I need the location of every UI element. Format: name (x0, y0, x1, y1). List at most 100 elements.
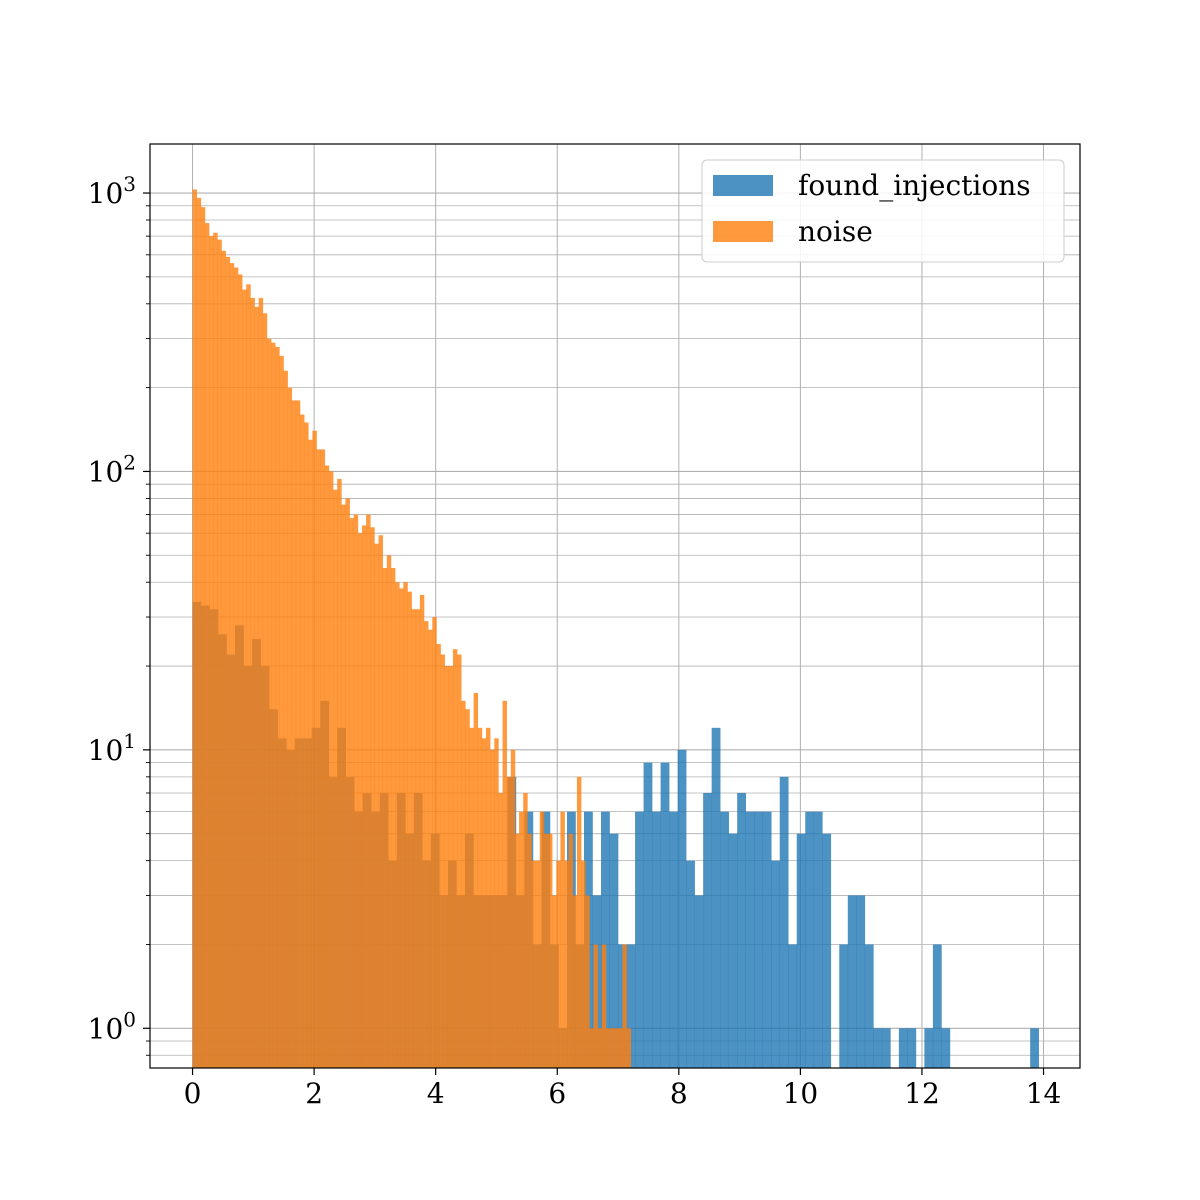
histogram-bar (238, 274, 243, 1068)
y-tick-label: 103 (88, 172, 136, 210)
histogram-bar (428, 629, 433, 1068)
histogram-bar (941, 1028, 951, 1068)
x-tick-label: 4 (427, 1077, 445, 1110)
histogram-bar (295, 400, 301, 1068)
histogram-bar (498, 792, 503, 1068)
histogram-bar (605, 1028, 611, 1068)
histogram-bar (514, 833, 520, 1068)
histogram-bar (204, 223, 210, 1068)
histogram-bar (610, 1028, 615, 1068)
histogram-bar (399, 588, 404, 1068)
histogram-bar (686, 860, 695, 1068)
histogram-bar (502, 700, 507, 1068)
histogram-bar (308, 439, 313, 1069)
histogram-bar (465, 709, 470, 1068)
histogram-bar (386, 555, 392, 1068)
histogram-bar (250, 297, 255, 1068)
histogram-bar (300, 414, 305, 1068)
histogram-bar (196, 197, 202, 1068)
histogram-bar (353, 514, 359, 1068)
histogram-bar (881, 1028, 891, 1068)
histogram-bar (589, 1028, 594, 1068)
histogram-bar (217, 239, 222, 1068)
histogram-bar (490, 749, 495, 1068)
histogram-bar (345, 498, 350, 1068)
histogram-bar (213, 232, 218, 1068)
histogram-bar (898, 1028, 908, 1068)
histogram-bar (366, 514, 371, 1068)
histogram-bar (839, 944, 849, 1068)
histogram-bar (341, 504, 346, 1068)
histogram-bar (593, 944, 598, 1068)
histogram-bar (477, 727, 483, 1068)
histogram-bar (316, 449, 321, 1068)
histogram-bar (535, 860, 541, 1068)
x-axis-ticks: 0 2 4 6 8 10 12 14 (184, 1068, 1062, 1110)
histogram-bar (357, 533, 363, 1068)
histogram-bar (779, 776, 789, 1068)
histogram-bar (209, 236, 214, 1068)
histogram-bar (652, 811, 661, 1068)
histogram-bar (771, 860, 781, 1068)
histogram-bar (643, 762, 653, 1068)
histogram-bar (788, 944, 798, 1068)
histogram-bar (469, 727, 474, 1068)
x-tick-label: 8 (670, 1077, 688, 1110)
histogram-bar (279, 355, 284, 1068)
histogram-bar (907, 1028, 917, 1068)
histogram-bar (614, 1028, 619, 1068)
histogram-bar (669, 811, 678, 1068)
histogram-bar (737, 792, 746, 1068)
histogram-bar (262, 313, 268, 1068)
histogram-bar (349, 518, 355, 1068)
histogram-bar (660, 762, 670, 1068)
histogram-bar (254, 306, 259, 1068)
histogram-bar (390, 568, 396, 1068)
histogram-bar (548, 833, 553, 1068)
histogram-bar (287, 387, 293, 1068)
histogram-bar (873, 1028, 883, 1068)
x-tick-label: 6 (548, 1077, 566, 1110)
histogram-bar (304, 422, 309, 1068)
histogram-bar (333, 489, 338, 1068)
histogram-bar (585, 895, 590, 1068)
histogram-bar (411, 609, 417, 1068)
series-noise (192, 189, 631, 1069)
y-axis-ticks: 100 101 102 103 (88, 172, 150, 1056)
histogram-bar (527, 833, 532, 1068)
histogram-bar (539, 811, 545, 1068)
histogram-bar (403, 582, 408, 1068)
histogram-bar (694, 895, 704, 1068)
histogram-bar (703, 792, 712, 1068)
histogram-bar (597, 1028, 603, 1068)
histogram-bar (932, 944, 942, 1068)
histogram-bar (635, 811, 644, 1068)
histogram-bar (415, 609, 421, 1068)
histogram-bar (221, 250, 226, 1068)
histogram-bar (481, 738, 487, 1068)
histogram-bar (258, 297, 264, 1068)
histogram-bar (796, 833, 806, 1068)
histogram-bar (543, 833, 549, 1068)
histogram-bar (805, 811, 815, 1068)
histogram-bar (822, 833, 832, 1068)
histogram-bar (436, 644, 441, 1068)
x-tick-label: 14 (1026, 1077, 1062, 1110)
histogram-bars (192, 189, 1039, 1069)
histogram-bar (275, 346, 280, 1068)
histogram-bar (266, 338, 272, 1068)
histogram-bar (328, 471, 334, 1068)
histogram-bar (473, 693, 479, 1068)
histogram-bar (677, 749, 687, 1068)
histogram-bar (1030, 1028, 1039, 1068)
histogram-bar (519, 811, 524, 1068)
histogram-bar (728, 833, 738, 1068)
histogram-bar (444, 666, 450, 1068)
histogram-bar (626, 944, 636, 1068)
x-tick-label: 2 (305, 1077, 323, 1110)
histogram-bar (745, 811, 755, 1068)
legend-label: noise (798, 215, 873, 248)
histogram-bar (283, 370, 288, 1069)
